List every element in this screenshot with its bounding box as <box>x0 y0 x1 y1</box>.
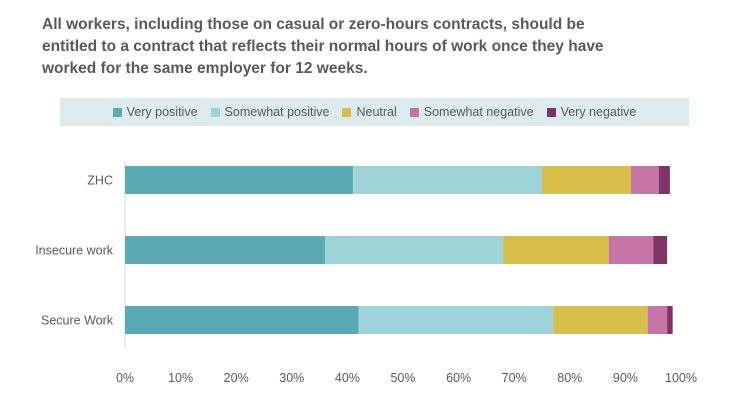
bar-segment <box>542 166 631 194</box>
legend-swatch <box>210 107 220 117</box>
legend-swatch <box>546 107 556 117</box>
legend-label: Somewhat negative <box>423 105 534 119</box>
bar-segment <box>125 306 359 334</box>
legend-label: Very positive <box>126 105 198 119</box>
x-tick-label: 10% <box>168 371 193 385</box>
legend-item: Somewhat negative <box>409 105 534 119</box>
legend-item: Neutral <box>342 105 397 119</box>
x-tick-label: 20% <box>224 371 249 385</box>
bar-segment <box>647 306 668 334</box>
bar-segment <box>358 306 554 334</box>
category-label: ZHC <box>87 174 113 188</box>
bar-segment <box>630 166 659 194</box>
legend-label: Somewhat positive <box>224 105 330 119</box>
x-tick-label: 40% <box>335 371 360 385</box>
bar-segment <box>125 236 326 264</box>
bar-segment <box>608 236 654 264</box>
legend-swatch <box>112 107 122 117</box>
legend-label: Neutral <box>356 105 397 119</box>
bar-segment <box>653 236 668 264</box>
legend-swatch <box>409 107 419 117</box>
bar-segment <box>325 236 504 264</box>
x-tick-label: 30% <box>279 371 304 385</box>
x-tick-label: 70% <box>502 371 527 385</box>
x-tick-label: 90% <box>613 371 638 385</box>
bar-segment <box>658 166 670 194</box>
x-tick-label: 60% <box>446 371 471 385</box>
x-tick-label: 50% <box>390 371 415 385</box>
chart-title: All workers, including those on casual o… <box>42 16 604 77</box>
legend: Very positive Somewhat positive Neutral Som… <box>60 98 689 126</box>
legend-item: Very positive <box>112 105 198 119</box>
legend-item: Very negative <box>546 105 637 119</box>
bar-segment <box>553 306 648 334</box>
bar-segment <box>352 166 542 194</box>
bar-segment <box>125 166 353 194</box>
x-tick-label: 80% <box>557 371 582 385</box>
bar-segment <box>503 236 609 264</box>
bar-segment <box>667 306 673 334</box>
x-tick-label: 100% <box>665 371 697 385</box>
category-label: Secure Work <box>41 314 114 328</box>
category-label: Insecure work <box>35 244 114 258</box>
legend-item: Somewhat positive <box>210 105 330 119</box>
legend-label: Very negative <box>560 105 637 119</box>
legend-swatch <box>342 107 352 117</box>
x-tick-label: 0% <box>116 371 134 385</box>
